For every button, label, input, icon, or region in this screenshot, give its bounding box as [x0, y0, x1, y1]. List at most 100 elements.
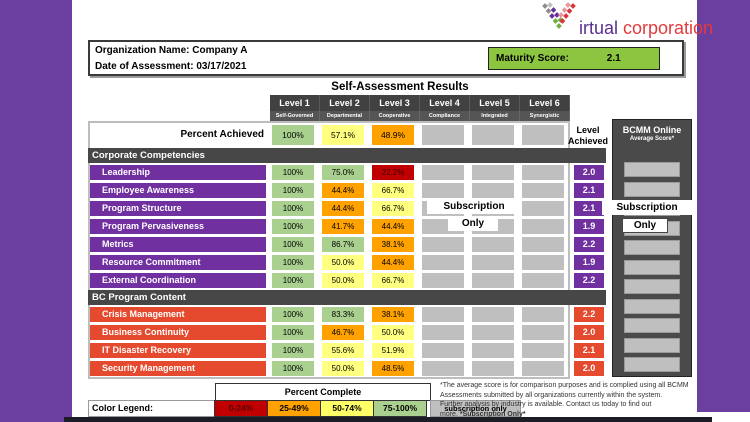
- footnote-line: Further analysis by industry is availabl…: [440, 401, 652, 409]
- cell-empty: [422, 325, 464, 340]
- level-title: Level 6: [520, 95, 570, 111]
- level-achieved-score: 1.9: [574, 255, 604, 270]
- cell-percent: 100%: [272, 307, 314, 322]
- left-purple-band: [0, 0, 72, 422]
- cell-percent: 86.7%: [322, 237, 364, 252]
- cell-empty: [472, 307, 514, 322]
- bcmm-average-score-cell: [624, 240, 680, 255]
- cell-percent: 44.4%: [322, 201, 364, 216]
- row-label: Crisis Management: [90, 307, 266, 322]
- cell-percent: 75.0%: [322, 165, 364, 180]
- level-achieved-score: 2.2: [574, 273, 604, 288]
- bcmm-online-panel: BCMM Online Average Score*: [612, 119, 692, 377]
- level-achieved-line2: Achieved: [568, 136, 609, 146]
- cell-empty: [472, 273, 514, 288]
- cell-empty: [422, 273, 464, 288]
- maturity-score-label: Maturity Score:: [496, 53, 569, 64]
- cell-empty: [522, 255, 564, 270]
- cell-empty: [522, 237, 564, 252]
- row-label: Leadership: [90, 165, 266, 180]
- level-column: Level 4 Compliance: [420, 95, 470, 122]
- table-row: Employee Awareness 100% 44.4% 66.7% 2.1: [88, 182, 606, 200]
- level-subtitle: Integrated: [470, 111, 520, 122]
- cell-empty: [522, 219, 564, 234]
- legend-cell-25-49: 25-49%: [267, 400, 321, 417]
- virtual-corporation-logo: irtual corporation: [541, 2, 714, 38]
- level-achieved-score: 2.1: [574, 201, 604, 216]
- cell-empty: [472, 343, 514, 358]
- legend-cell-0-24: 0-24%: [214, 400, 268, 417]
- footnote-line: *The average score is for comparison pur…: [440, 382, 689, 389]
- cell-empty: [522, 325, 564, 340]
- organization-name-label: Organization Name:: [95, 45, 190, 56]
- level-subtitle: Synergistic: [520, 111, 570, 122]
- table-row: IT Disaster Recovery 100% 55.6% 51.9% 2.1: [88, 342, 606, 360]
- cell-empty: [472, 325, 514, 340]
- bcmm-average-score-subtitle: Average Score*: [629, 136, 675, 142]
- cell-percent: 100%: [272, 273, 314, 288]
- level-subtitle: Compliance: [420, 111, 470, 122]
- maturity-score-box: Maturity Score: 2.1: [488, 47, 660, 70]
- percent-achieved-cell: 100%: [272, 125, 314, 145]
- cell-percent: 44.4%: [372, 219, 414, 234]
- cell-percent: 66.7%: [372, 201, 414, 216]
- logo-text-virtual: irtual: [579, 18, 619, 38]
- logo-text-corporation: corporation: [623, 18, 714, 38]
- percent-achieved-label: Percent Achieved: [180, 129, 264, 140]
- legend-cell-75-100: 75-100%: [373, 400, 427, 417]
- level-achieved-line1: Level: [576, 125, 600, 135]
- cell-percent: 38.1%: [372, 307, 414, 322]
- row-label: Resource Commitment: [90, 255, 266, 270]
- bcmm-average-score-cell: [624, 181, 680, 197]
- cell-empty: [472, 183, 514, 198]
- level-subtitle: Self-Governed: [270, 111, 320, 122]
- table-row: External Coordination 100% 50.0% 66.7% 2.2: [88, 272, 606, 290]
- assessment-date-value: 03/17/2021: [196, 61, 247, 72]
- bcmm-average-score-cell: [624, 337, 680, 353]
- table-row: Leadership 100% 75.0% 22.2% 2.0: [88, 164, 606, 182]
- footnote-line: Assessments submitted by all organizatio…: [440, 391, 663, 399]
- cell-percent: 48.5%: [372, 361, 414, 376]
- report-title: Self-Assessment Results: [331, 81, 469, 93]
- level-subtitle: Departmental: [320, 111, 370, 122]
- row-label: Security Management: [90, 361, 266, 376]
- bcmm-average-score-cell: [624, 357, 680, 372]
- cell-percent: 44.4%: [322, 183, 364, 198]
- cell-percent: 100%: [272, 165, 314, 180]
- bcmm-online-title: BCMM Online: [622, 125, 682, 135]
- table-row: Program Structure 100% 44.4% 66.7% 2.1: [88, 200, 606, 218]
- level-subtitle: Cooperative: [370, 111, 420, 122]
- table-row: Security Management 100% 50.0% 48.5% 2.0: [88, 360, 606, 378]
- section-header: Corporate Competencies: [88, 148, 606, 163]
- subscription-overlay-table: Subscription: [427, 199, 521, 214]
- cell-percent: 50.0%: [372, 325, 414, 340]
- table-row: Metrics 100% 86.7% 38.1% 2.2: [88, 236, 606, 254]
- level-achieved-header: Level Achieved: [568, 125, 608, 147]
- table-row: Resource Commitment 100% 50.0% 44.4% 1.9: [88, 254, 606, 272]
- assessment-date-label: Date of Assessment:: [95, 61, 194, 72]
- table-row: Crisis Management 100% 83.3% 38.1% 2.2: [88, 306, 606, 324]
- cell-percent: 41.7%: [322, 219, 364, 234]
- legend-subscription-only: subscription only: [430, 400, 521, 417]
- cell-percent: 38.1%: [372, 237, 414, 252]
- only-overlay-table: Only: [448, 216, 498, 231]
- level-title: Level 5: [470, 95, 520, 111]
- row-label: Employee Awareness: [90, 183, 266, 198]
- bcmm-average-score-cell: [624, 259, 680, 275]
- subscription-overlay-bcmm: Subscription: [602, 200, 692, 215]
- only-overlay-bcmm: Only: [622, 218, 668, 233]
- cell-empty: [522, 273, 564, 288]
- level-title: Level 4: [420, 95, 470, 111]
- cell-empty: [422, 361, 464, 376]
- bottom-divider: [64, 417, 712, 422]
- cell-empty: [522, 307, 564, 322]
- level-title: Level 1: [270, 95, 320, 111]
- level-achieved-score: 2.0: [574, 325, 604, 340]
- cell-percent: 51.9%: [372, 343, 414, 358]
- cell-percent: 100%: [272, 255, 314, 270]
- row-label: IT Disaster Recovery: [90, 343, 266, 358]
- cell-percent: 100%: [272, 183, 314, 198]
- section-header: BC Program Content: [88, 290, 606, 305]
- cell-percent: 55.6%: [322, 343, 364, 358]
- organization-name-line: Organization Name: Company A: [95, 43, 247, 59]
